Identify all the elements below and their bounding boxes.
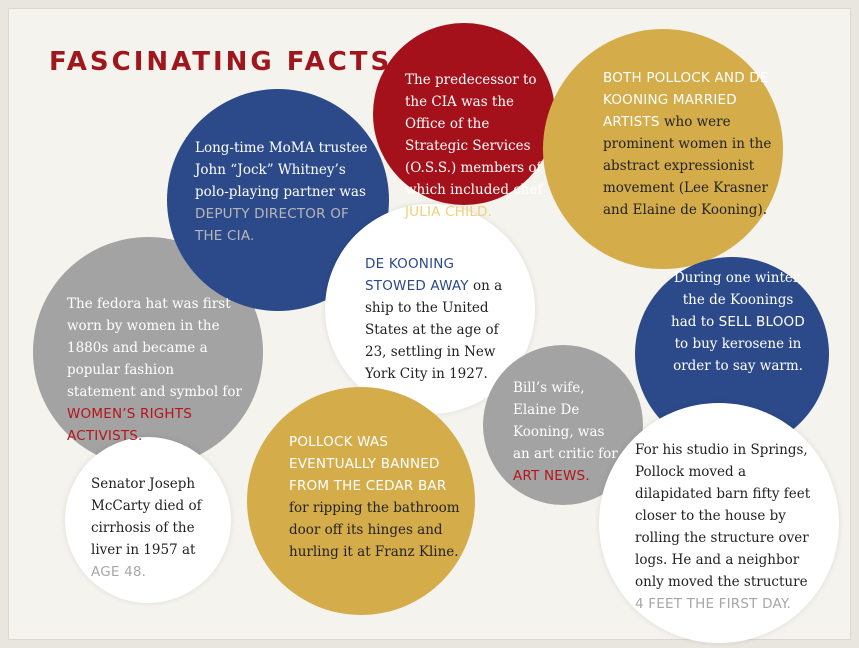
fact-circle-married bbox=[543, 29, 783, 269]
page-title: FASCINATING FACTS bbox=[49, 47, 393, 77]
fact-text-banned: POLLOCK WAS EVENTUALLY BANNED FROM THE C… bbox=[289, 434, 460, 560]
fact-circle-barn bbox=[599, 403, 839, 643]
infographic-panel: FASCINATING FACTS Long-time MoMA trustee… bbox=[8, 8, 851, 643]
fact-text-elaine: Bill’s wife, Elaine De Kooning, was an a… bbox=[513, 380, 618, 484]
fact-text-fedora: The fedora hat was first worn by women i… bbox=[67, 296, 243, 444]
fact-text-married: BOTH POLLOCK AND DE KOONING MARRIED ARTI… bbox=[603, 70, 772, 218]
fact-text-mccarty: Senator Joseph McCarty died of cirrhosis… bbox=[91, 476, 202, 580]
fact-text-stowed: DE KOONING STOWED AWAY on a ship to the … bbox=[365, 256, 503, 382]
fact-text-barn: For his studio in Springs, Pollock moved… bbox=[635, 442, 811, 612]
fact-text-blood: During one winter, the de Koonings had t… bbox=[671, 270, 805, 374]
fact-text-cia: The predecessor to the CIA was the Offic… bbox=[405, 72, 543, 220]
fact-circle-mccarty bbox=[65, 437, 231, 603]
fact-circle-banned bbox=[247, 387, 475, 615]
fact-circle-cia bbox=[373, 23, 555, 205]
fact-text-moma: Long-time MoMA trustee John “Jock” Whitn… bbox=[195, 140, 368, 244]
